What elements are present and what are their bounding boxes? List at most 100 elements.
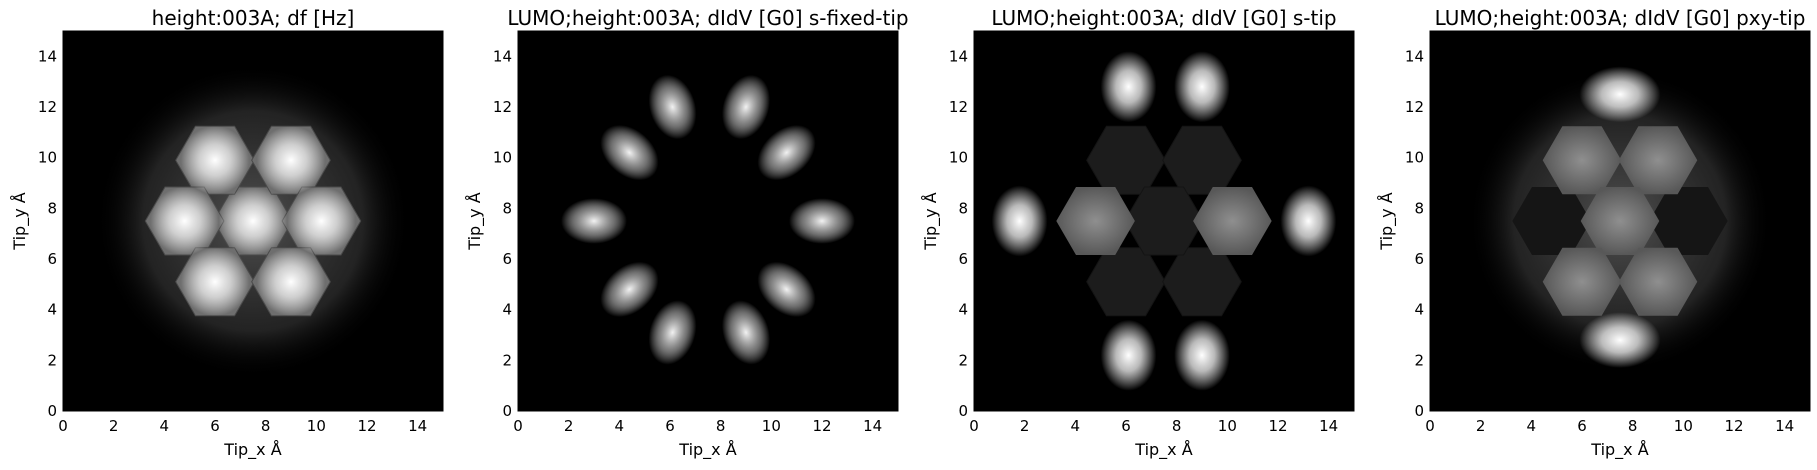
- y-tick-label: 4: [958, 301, 968, 319]
- heatmap-image: [95, 63, 411, 379]
- x-tick-label: 8: [1628, 417, 1638, 435]
- panel-title: LUMO;height:003A; dIdV [G0] s-tip: [991, 6, 1336, 30]
- intensity-lobe: [1579, 66, 1661, 123]
- x-tick-label: 2: [564, 417, 574, 435]
- plot-frame: [973, 30, 1355, 412]
- dark-hexagon: [1649, 187, 1728, 255]
- intensity-lobe: [1174, 319, 1230, 391]
- panel-title: LUMO;height:003A; dIdV [G0] s-fixed-tip: [507, 6, 908, 30]
- x-tick-label: 6: [210, 417, 220, 435]
- x-tick-label: 0: [969, 417, 979, 435]
- x-tick-label: 10: [307, 417, 326, 435]
- panel-2: 0 2 4 6 8 10 12 14 0 2 4 6 8 10 12 14 LUMO;height:003A; …: [465, 6, 909, 460]
- gray-hexagon: [1580, 187, 1660, 255]
- y-tick-label: 6: [47, 250, 57, 268]
- heatmap-image: [991, 51, 1337, 391]
- y-tick-label: 8: [958, 199, 968, 217]
- x-tick-label: 12: [1268, 417, 1287, 435]
- y-tick-label: 8: [1414, 199, 1424, 217]
- x-tick-label: 4: [615, 417, 625, 435]
- x-tick-label: 2: [109, 417, 119, 435]
- y-tick-label: 4: [502, 301, 512, 319]
- plot-frame: [1429, 30, 1811, 412]
- intensity-lobe: [648, 74, 697, 140]
- intensity-lobe: [721, 300, 771, 365]
- panel-title: height:003A; df [Hz]: [152, 6, 355, 30]
- x-tick-label: 14: [863, 417, 882, 435]
- x-tick-label: 10: [1218, 417, 1237, 435]
- gray-hexagon: [1618, 247, 1698, 316]
- y-tick-label: 10: [38, 149, 57, 167]
- intensity-spot: [287, 186, 356, 256]
- intensity-spot: [218, 186, 288, 256]
- intensity-spot: [180, 247, 250, 316]
- y-axis-label: Tip_y Å: [465, 192, 485, 250]
- x-tick-label: 0: [513, 417, 523, 435]
- x-tick-label: 6: [665, 417, 675, 435]
- intensity-lobe: [600, 261, 659, 318]
- intensity-spot: [256, 126, 326, 195]
- y-tick-label: 4: [1414, 301, 1424, 319]
- y-tick-label: 14: [949, 47, 968, 65]
- y-tick-label: 8: [502, 199, 512, 217]
- y-tick-label: 14: [493, 47, 512, 65]
- x-tick-label: 2: [1476, 417, 1486, 435]
- intensity-lobe: [991, 185, 1048, 257]
- heatmap-image: [1468, 66, 1772, 373]
- y-tick-label: 0: [958, 402, 968, 420]
- intensity-lobe: [561, 198, 627, 244]
- panel-1: 0 2 4 6 8 10 12 14 0 2 4 6 8 10 12 14 height:003A; df [H…: [10, 6, 444, 460]
- intensity-lobe: [1100, 319, 1157, 391]
- y-tick-label: 6: [502, 250, 512, 268]
- intensity-lobe: [721, 74, 771, 140]
- y-axis-label: Tip_y Å: [10, 192, 30, 250]
- plot-frame: [62, 30, 444, 412]
- x-tick-label: 8: [716, 417, 726, 435]
- y-tick-label: 6: [1414, 250, 1424, 268]
- intensity-lobe: [789, 198, 855, 244]
- panel-3: 0 2 4 6 8 10 12 14 0 2 4 6 8 10 12 14 LUMO;height:003A; …: [921, 6, 1355, 460]
- intensity-lobe: [757, 124, 816, 181]
- y-tick-label: 12: [1405, 98, 1424, 116]
- x-tick-label: 4: [160, 417, 170, 435]
- y-tick-label: 14: [1405, 47, 1424, 65]
- x-tick-label: 4: [1071, 417, 1081, 435]
- y-tick-label: 6: [958, 250, 968, 268]
- y-tick-label: 2: [47, 351, 57, 369]
- x-tick-label: 6: [1577, 417, 1587, 435]
- y-tick-label: 10: [949, 149, 968, 167]
- y-tick-label: 10: [1405, 149, 1424, 167]
- x-axis-label: Tip_x Å: [1134, 440, 1192, 460]
- y-axis-label: Tip_y Å: [921, 192, 941, 250]
- x-tick-label: 10: [1674, 417, 1693, 435]
- y-axis-label: Tip_y Å: [1377, 192, 1397, 250]
- intensity-spot: [180, 126, 250, 195]
- plot-frame: [517, 30, 899, 412]
- y-tick-label: 0: [47, 402, 57, 420]
- gray-hexagon: [1056, 187, 1135, 255]
- intensity-lobe: [1579, 312, 1661, 368]
- x-tick-label: 12: [1724, 417, 1743, 435]
- x-axis-label: Tip_x Å: [1590, 440, 1648, 460]
- y-tick-label: 4: [47, 301, 57, 319]
- y-tick-label: 2: [958, 351, 968, 369]
- intensity-lobe: [600, 124, 659, 181]
- y-tick-label: 2: [1414, 351, 1424, 369]
- x-tick-label: 14: [408, 417, 427, 435]
- y-tick-label: 12: [38, 98, 57, 116]
- x-axis-label: Tip_x Å: [678, 440, 736, 460]
- x-tick-label: 6: [1121, 417, 1131, 435]
- y-tick-label: 12: [949, 98, 968, 116]
- x-tick-label: 14: [1775, 417, 1794, 435]
- dark-hexagon: [1512, 187, 1591, 255]
- x-tick-label: 0: [1425, 417, 1435, 435]
- gray-hexagon: [1542, 247, 1622, 316]
- intensity-lobe: [1100, 51, 1157, 123]
- intensity-lobe: [1280, 185, 1337, 257]
- x-axis-label: Tip_x Å: [223, 440, 281, 460]
- y-tick-label: 8: [47, 199, 57, 217]
- panel-title: LUMO;height:003A; dIdV [G0] pxy-tip: [1435, 6, 1806, 30]
- intensity-lobe: [648, 300, 697, 365]
- x-tick-label: 12: [357, 417, 376, 435]
